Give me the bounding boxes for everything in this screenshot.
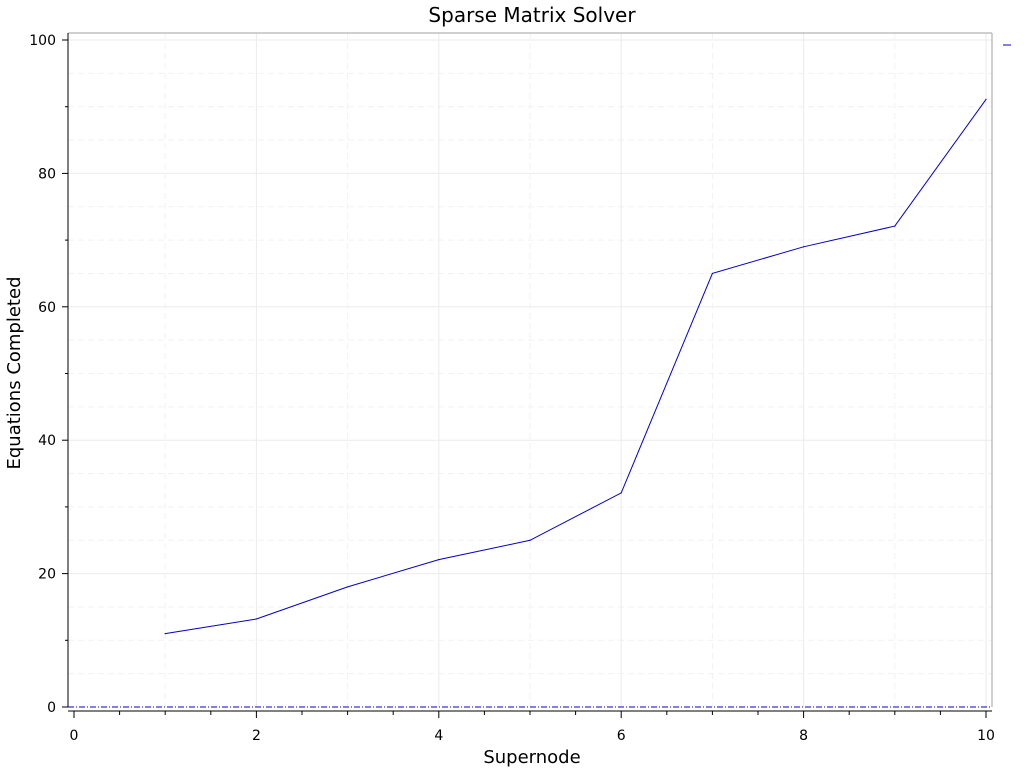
y-tick-label: 100 <box>29 33 56 49</box>
axis-ticks: 0 20 40 60 80 100 0 2 4 6 8 10 <box>29 33 995 744</box>
data-point <box>894 225 896 227</box>
x-tick-label: 8 <box>799 728 808 744</box>
series-line <box>165 99 987 635</box>
data-point <box>164 633 166 635</box>
x-tick-label: 6 <box>617 728 626 744</box>
data-point <box>347 586 349 588</box>
x-tick-label: 4 <box>434 728 443 744</box>
data-point <box>620 492 622 494</box>
x-tick-label: 10 <box>977 728 995 744</box>
data-point <box>985 98 987 100</box>
data-point <box>529 539 531 541</box>
data-point <box>438 558 440 561</box>
grid <box>68 33 992 707</box>
x-tick-label: 0 <box>70 728 79 744</box>
data-point <box>711 272 714 275</box>
y-tick-label: 20 <box>38 567 56 583</box>
y-tick-label: 0 <box>47 700 56 716</box>
x-axis-label: Supernode <box>483 747 580 768</box>
data-point <box>255 618 257 620</box>
series-lines <box>164 98 987 635</box>
chart-title: Sparse Matrix Solver <box>428 3 636 27</box>
y-tick-label: 80 <box>38 166 56 182</box>
y-tick-label: 40 <box>38 433 56 449</box>
x-tick-label: 2 <box>252 728 261 744</box>
y-tick-label: 60 <box>38 300 56 316</box>
data-point <box>803 246 805 248</box>
y-axis-label: Equations Completed <box>4 277 25 470</box>
